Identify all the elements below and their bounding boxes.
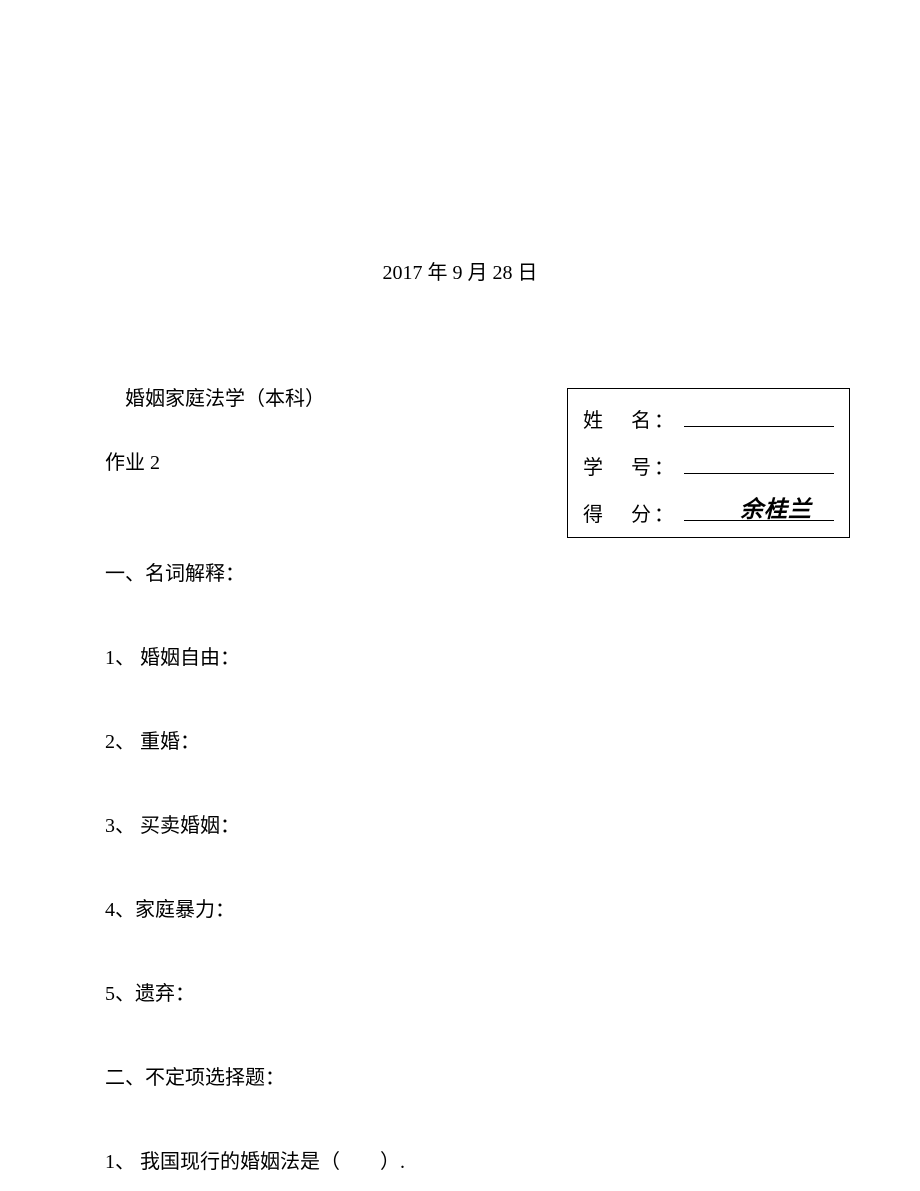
id-colon: ： — [654, 451, 674, 480]
question-1: 1、 婚姻自由： — [105, 641, 825, 670]
score-label-part2: 分 — [631, 498, 651, 527]
name-label-part1: 姓 — [583, 404, 603, 433]
handwritten-name: 余桂兰 — [740, 490, 812, 524]
question-3: 3、 买卖婚姻： — [105, 809, 825, 838]
section-1-header: 一、名词解释： — [105, 557, 825, 586]
id-input-line[interactable] — [684, 473, 834, 474]
question-4: 4、家庭暴力： — [105, 893, 825, 922]
score-row: 得 分 ： 余桂兰 — [583, 498, 834, 527]
score-label-part1: 得 — [583, 498, 603, 527]
mcq-1: 1、 我国现行的婚姻法是（ ）. — [105, 1145, 825, 1174]
name-label-part2: 名 — [631, 404, 651, 433]
id-label-part2: 号 — [631, 451, 651, 480]
date-header: 2017 年 9 月 28 日 — [0, 256, 920, 285]
name-row: 姓 名 ： — [583, 404, 834, 433]
student-id-row: 学 号 ： — [583, 451, 834, 480]
question-5: 5、遗弃： — [105, 977, 825, 1006]
score-colon: ： — [654, 498, 674, 527]
name-colon: ： — [654, 404, 674, 433]
question-2: 2、 重婚： — [105, 725, 825, 754]
student-info-box: 姓 名 ： 学 号 ： 得 分 ： 余桂兰 — [567, 388, 850, 538]
section-2-header: 二、不定项选择题： — [105, 1061, 825, 1090]
id-label-part1: 学 — [583, 451, 603, 480]
name-input-line[interactable] — [684, 426, 834, 427]
